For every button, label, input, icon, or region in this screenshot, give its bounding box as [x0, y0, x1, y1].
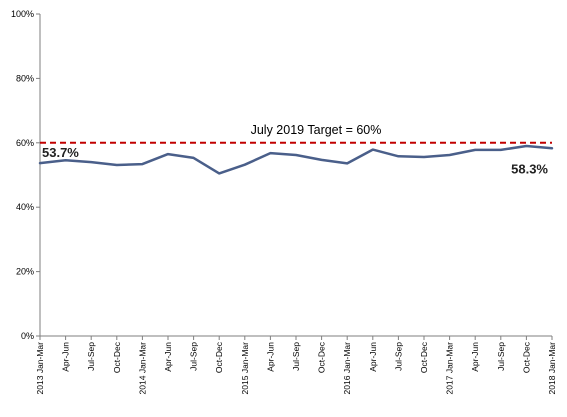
x-tick-label: Apr-Jun: [61, 342, 71, 372]
x-tick-label: 2017 Jan-Mar: [445, 342, 455, 395]
data-label: 53.7%: [42, 145, 79, 160]
x-tick-label: Oct-Dec: [419, 341, 429, 373]
y-tick-label: 20%: [16, 267, 34, 277]
x-tick-label: Jul-Sep: [496, 342, 506, 371]
x-tick-label: Jul-Sep: [393, 342, 403, 371]
x-tick-label: Apr-Jun: [265, 342, 275, 372]
x-tick-label: Oct-Dec: [112, 341, 122, 373]
y-tick-label: 100%: [11, 9, 34, 19]
x-tick-label: 2015 Jan-Mar: [240, 342, 250, 395]
series-line: [38, 144, 554, 175]
x-tick-label: Jul-Sep: [86, 342, 96, 371]
x-tick-label: Oct-Dec: [317, 341, 327, 373]
target-label: July 2019 Target = 60%: [251, 123, 382, 137]
x-tick-label: Oct-Dec: [214, 341, 224, 373]
x-tick-label: 2013 Jan-Mar: [35, 342, 45, 395]
x-tick-label: Jul-Sep: [189, 342, 199, 371]
x-tick-label: 2018 Jan-Mar: [547, 342, 557, 395]
x-tick-label: 2014 Jan-Mar: [137, 342, 147, 395]
x-tick-label: Apr-Jun: [163, 342, 173, 372]
x-tick-label: Oct-Dec: [521, 341, 531, 373]
y-tick-label: 40%: [16, 202, 34, 212]
x-tick-label: Jul-Sep: [291, 342, 301, 371]
data-label: 58.3%: [511, 161, 548, 176]
x-tick-label: 2016 Jan-Mar: [342, 342, 352, 395]
y-tick-label: 60%: [16, 138, 34, 148]
x-tick-label: Apr-Jun: [368, 342, 378, 372]
y-tick-label: 80%: [16, 73, 34, 83]
y-tick-label: 0%: [21, 331, 34, 341]
x-tick-label: Apr-Jun: [470, 342, 480, 372]
